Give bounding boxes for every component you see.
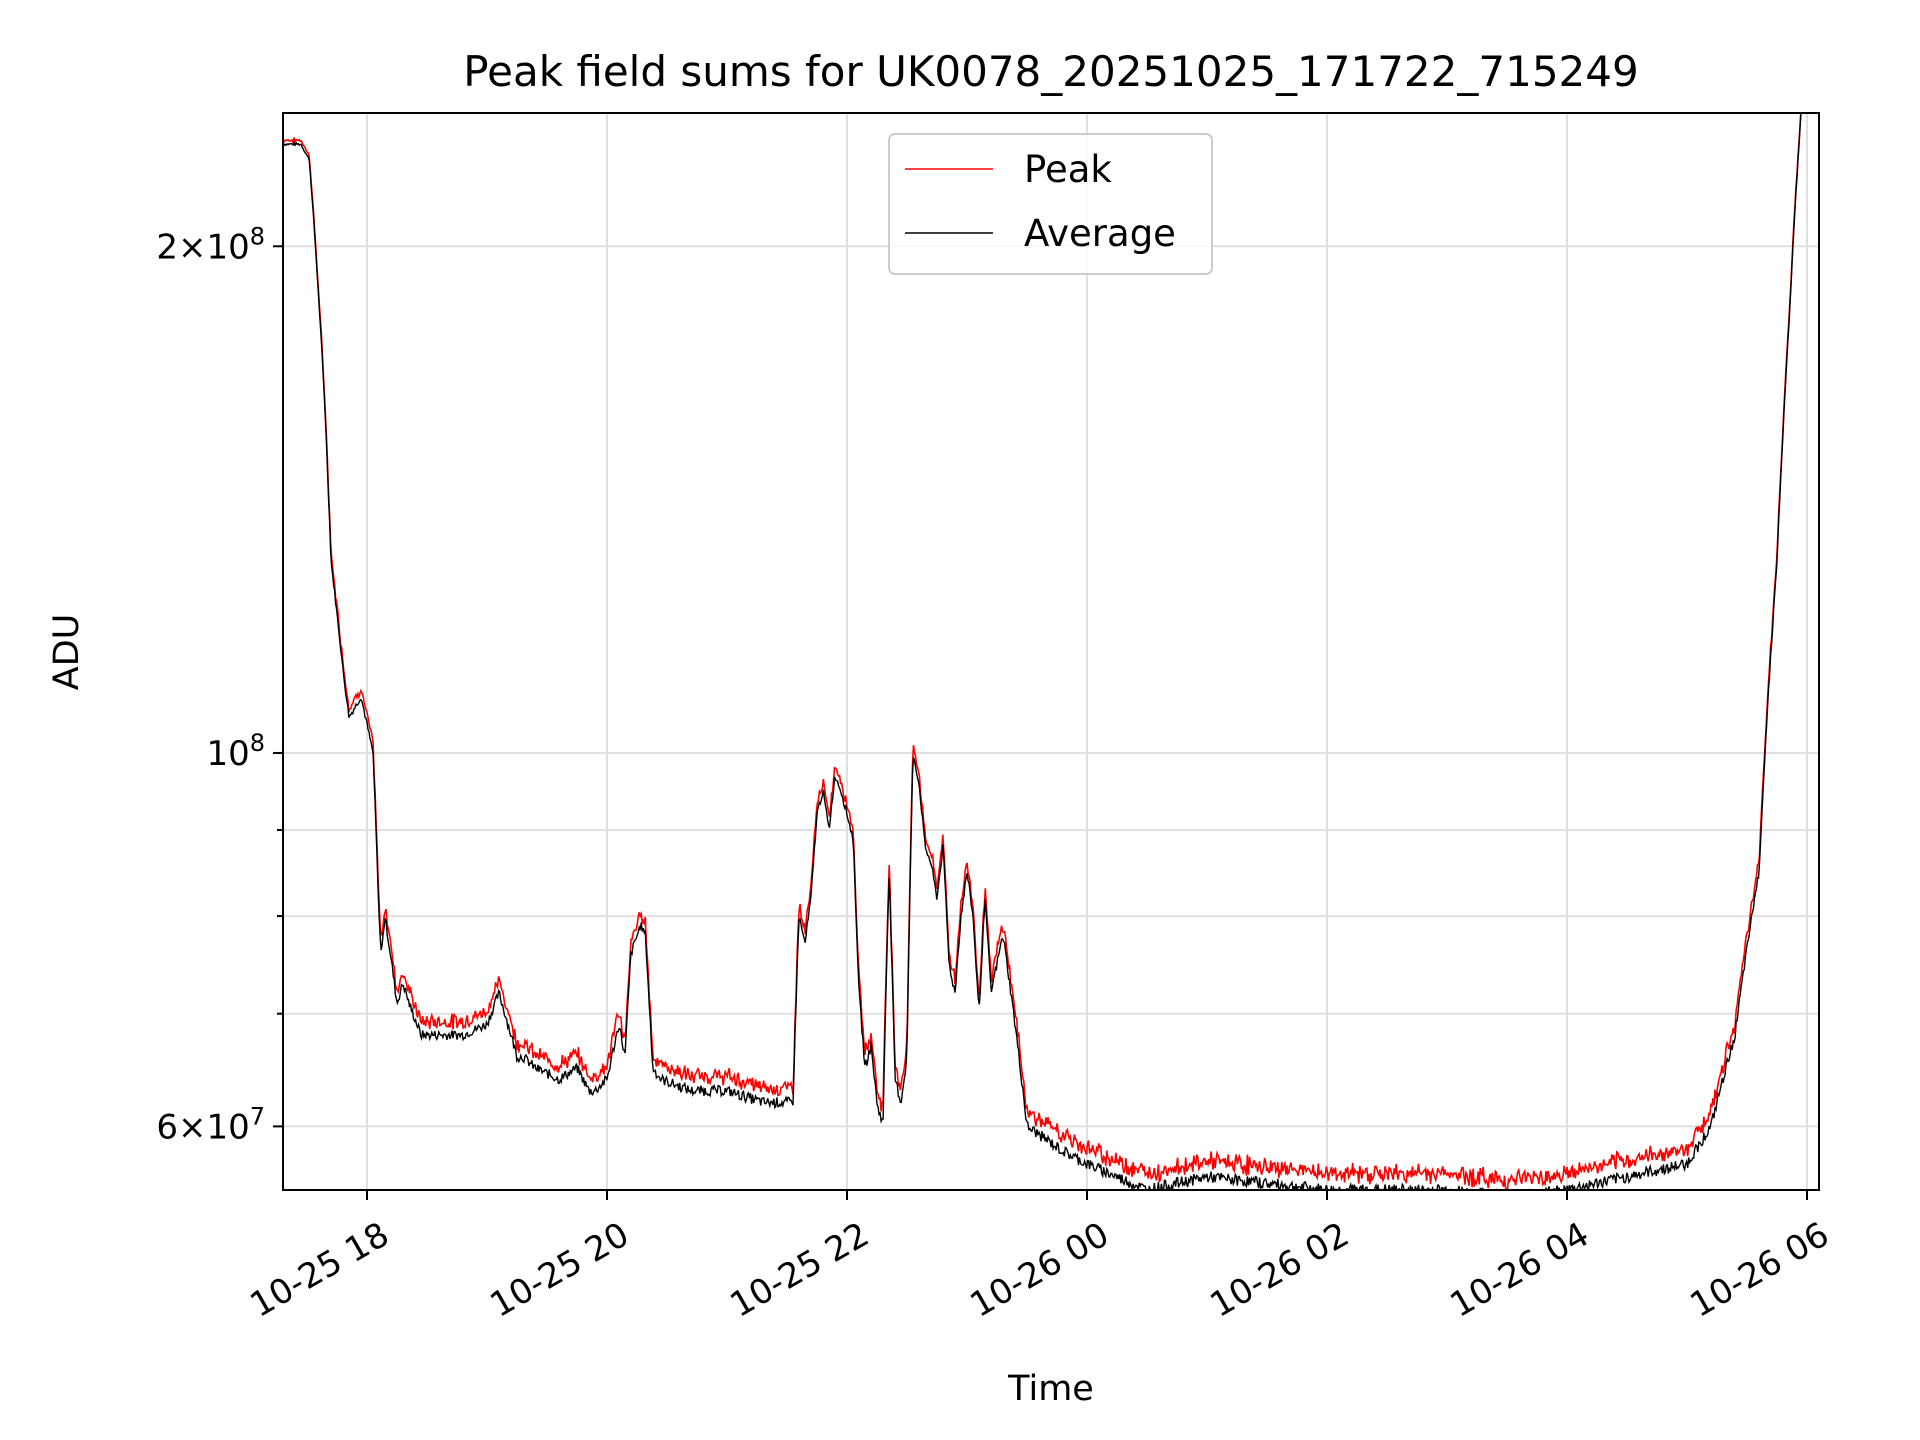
legend: Peak Average [888,133,1213,275]
x-tick-label: 10-25 22 [724,1215,876,1326]
x-tick-label: 10-25 18 [244,1215,396,1326]
chart-title: Peak field sums for UK0078_20251025_1717… [463,47,1638,96]
x-tick-label: 10-26 00 [964,1215,1116,1326]
x-tick-label: 10-26 06 [1684,1215,1836,1326]
x-tick-label: 10-26 04 [1444,1215,1596,1326]
x-axis: 10-25 18 10-25 20 10-25 22 10-26 00 10-26 02… [244,1190,1836,1326]
y-axis: 2×108 108 6×107 [156,222,283,1147]
y-tick-label: 108 [206,729,265,774]
x-axis-title: Time [1007,1369,1094,1409]
series-line-average [283,113,1802,1190]
legend-label-average: Average [1024,212,1176,255]
x-tick-label: 10-25 20 [484,1215,636,1326]
y-tick-label: 2×108 [156,222,265,267]
plot-frame [282,112,1820,1191]
series-line-peak [283,113,1802,1190]
legend-label-peak: Peak [1024,148,1112,191]
y-tick-label: 6×107 [156,1102,265,1147]
x-tick-label: 10-26 02 [1204,1215,1356,1326]
y-axis-title: ADU [47,614,87,691]
